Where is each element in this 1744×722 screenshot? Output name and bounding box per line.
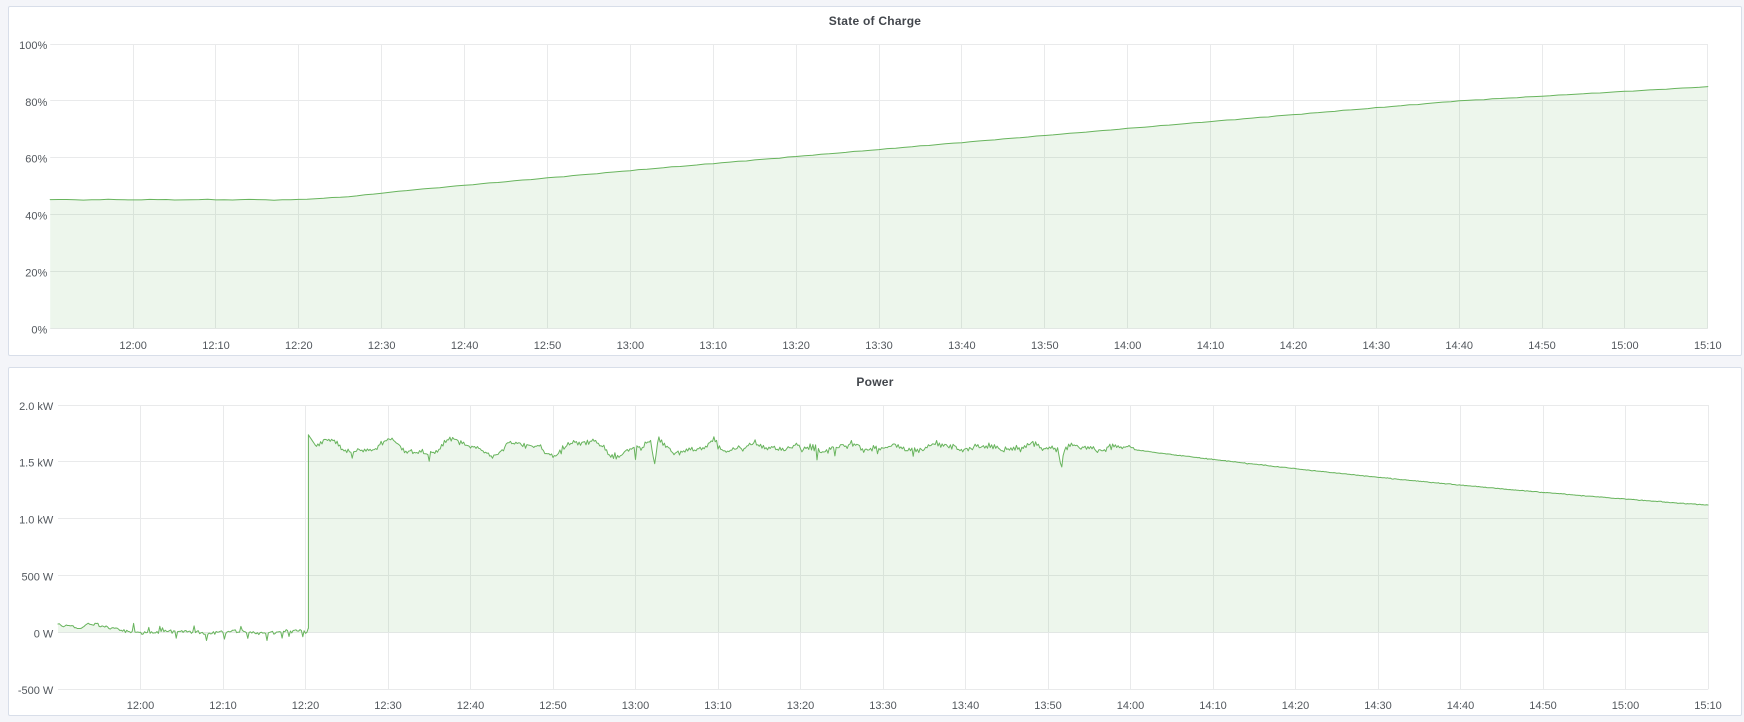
svg-text:12:10: 12:10 [202, 340, 230, 352]
svg-text:13:40: 13:40 [948, 340, 976, 352]
svg-text:15:10: 15:10 [1694, 340, 1722, 352]
svg-text:14:10: 14:10 [1197, 340, 1225, 352]
svg-text:80%: 80% [25, 97, 47, 109]
svg-text:13:10: 13:10 [699, 340, 727, 352]
svg-text:15:00: 15:00 [1611, 340, 1639, 352]
svg-text:0%: 0% [31, 324, 47, 336]
svg-text:13:50: 13:50 [1034, 700, 1062, 712]
svg-text:12:10: 12:10 [209, 700, 237, 712]
svg-text:14:30: 14:30 [1364, 700, 1392, 712]
svg-text:0 W: 0 W [34, 628, 54, 640]
svg-text:13:30: 13:30 [869, 700, 897, 712]
svg-text:12:50: 12:50 [534, 340, 562, 352]
svg-text:13:10: 13:10 [704, 700, 732, 712]
svg-text:14:10: 14:10 [1199, 700, 1227, 712]
svg-text:12:00: 12:00 [127, 700, 155, 712]
svg-text:14:20: 14:20 [1280, 340, 1308, 352]
svg-text:13:00: 13:00 [622, 700, 650, 712]
svg-text:15:10: 15:10 [1694, 700, 1722, 712]
svg-text:14:00: 14:00 [1117, 700, 1145, 712]
svg-text:14:50: 14:50 [1528, 340, 1556, 352]
svg-text:13:00: 13:00 [617, 340, 645, 352]
svg-text:13:50: 13:50 [1031, 340, 1059, 352]
svg-text:12:40: 12:40 [457, 700, 485, 712]
svg-text:1.5 kW: 1.5 kW [19, 458, 54, 470]
svg-text:12:30: 12:30 [374, 700, 402, 712]
svg-text:12:20: 12:20 [285, 340, 313, 352]
svg-text:14:00: 14:00 [1114, 340, 1142, 352]
svg-text:500 W: 500 W [22, 571, 54, 583]
svg-text:14:30: 14:30 [1363, 340, 1391, 352]
svg-text:1.0 kW: 1.0 kW [19, 515, 54, 527]
svg-text:14:40: 14:40 [1447, 700, 1475, 712]
svg-text:12:20: 12:20 [292, 700, 320, 712]
svg-text:14:50: 14:50 [1529, 700, 1557, 712]
svg-text:13:20: 13:20 [787, 700, 815, 712]
svg-text:14:40: 14:40 [1445, 340, 1473, 352]
svg-text:14:20: 14:20 [1282, 700, 1310, 712]
svg-text:13:30: 13:30 [865, 340, 893, 352]
svg-text:15:00: 15:00 [1612, 700, 1640, 712]
svg-text:12:00: 12:00 [119, 340, 147, 352]
svg-text:2.0 kW: 2.0 kW [19, 401, 54, 413]
svg-text:13:20: 13:20 [782, 340, 810, 352]
svg-text:12:50: 12:50 [539, 700, 567, 712]
svg-text:-500 W: -500 W [18, 685, 54, 697]
svg-text:12:40: 12:40 [451, 340, 479, 352]
svg-text:60%: 60% [25, 154, 47, 166]
svg-text:13:40: 13:40 [952, 700, 980, 712]
svg-text:40%: 40% [25, 211, 47, 223]
svg-text:100%: 100% [19, 40, 47, 52]
svg-text:12:30: 12:30 [368, 340, 396, 352]
svg-text:20%: 20% [25, 267, 47, 279]
